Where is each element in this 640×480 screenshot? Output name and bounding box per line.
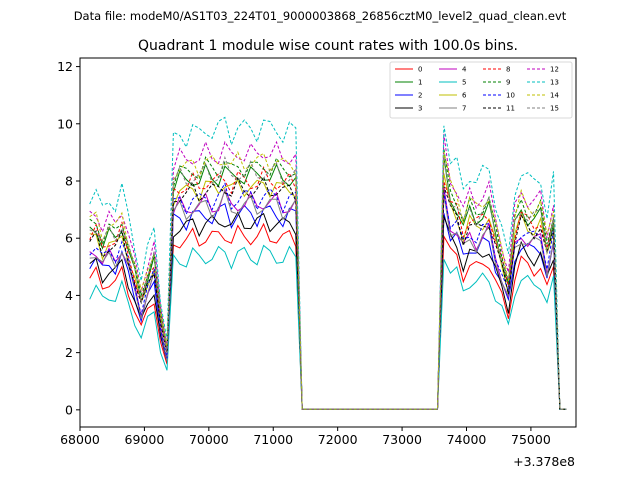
legend-label-13: 13: [550, 79, 559, 87]
series-line-1: [89, 156, 567, 410]
legend-label-6: 6: [462, 92, 467, 100]
legend-label-8: 8: [506, 66, 510, 74]
legend-label-0: 0: [418, 66, 422, 74]
y-tick-label: 10: [57, 116, 73, 131]
y-tick-label: 4: [65, 288, 73, 303]
legend-frame: [389, 61, 573, 119]
legend-label-3: 3: [418, 105, 422, 113]
x-tick-label: 73000: [382, 432, 422, 447]
x-axis: 68000 69000 70000 71000 72000 73000 74000 75000: [60, 427, 551, 447]
x-axis-offset-label: +3.378e8: [513, 454, 575, 469]
series-line-13: [89, 116, 567, 410]
x-tick-label: 72000: [318, 432, 358, 447]
y-tick-label: 6: [65, 231, 73, 246]
legend-label-12: 12: [550, 66, 559, 74]
x-tick-label: 71000: [253, 432, 293, 447]
y-tick-label: 12: [57, 59, 73, 74]
y-tick-label: 8: [65, 174, 73, 189]
legend-label-2: 2: [418, 92, 422, 100]
x-tick-label: 70000: [189, 432, 229, 447]
y-axis: 0 2 4 6 8 10 12: [57, 59, 80, 417]
legend-label-14: 14: [550, 92, 559, 100]
series-line-6: [89, 173, 567, 410]
chart-title: Quadrant 1 module wise count rates with …: [138, 38, 518, 54]
x-tick-label: 75000: [511, 432, 551, 447]
legend-label-9: 9: [506, 79, 510, 87]
legend-label-15: 15: [550, 105, 559, 113]
series-line-10: [89, 182, 567, 410]
x-tick-label: 69000: [125, 432, 165, 447]
x-tick-label: 68000: [60, 432, 100, 447]
legend-label-4: 4: [462, 66, 467, 74]
series-line-8: [89, 166, 567, 410]
axes-frame: [79, 57, 577, 428]
legend-label-5: 5: [462, 79, 466, 87]
y-tick-label: 0: [65, 402, 73, 417]
x-tick-label: 74000: [447, 432, 487, 447]
legend-label-1: 1: [418, 79, 422, 87]
y-tick-label: 2: [65, 345, 73, 360]
legend-label-11: 11: [506, 105, 515, 113]
series-layer: [89, 116, 567, 410]
series-line-15: [89, 155, 567, 410]
figure-suptitle: Data file: modeM0/AS1T03_224T01_90000038…: [74, 9, 567, 23]
legend-label-10: 10: [506, 92, 515, 100]
plot-area: [79, 57, 577, 428]
series-line-14: [89, 151, 567, 410]
legend-label-7: 7: [462, 105, 466, 113]
